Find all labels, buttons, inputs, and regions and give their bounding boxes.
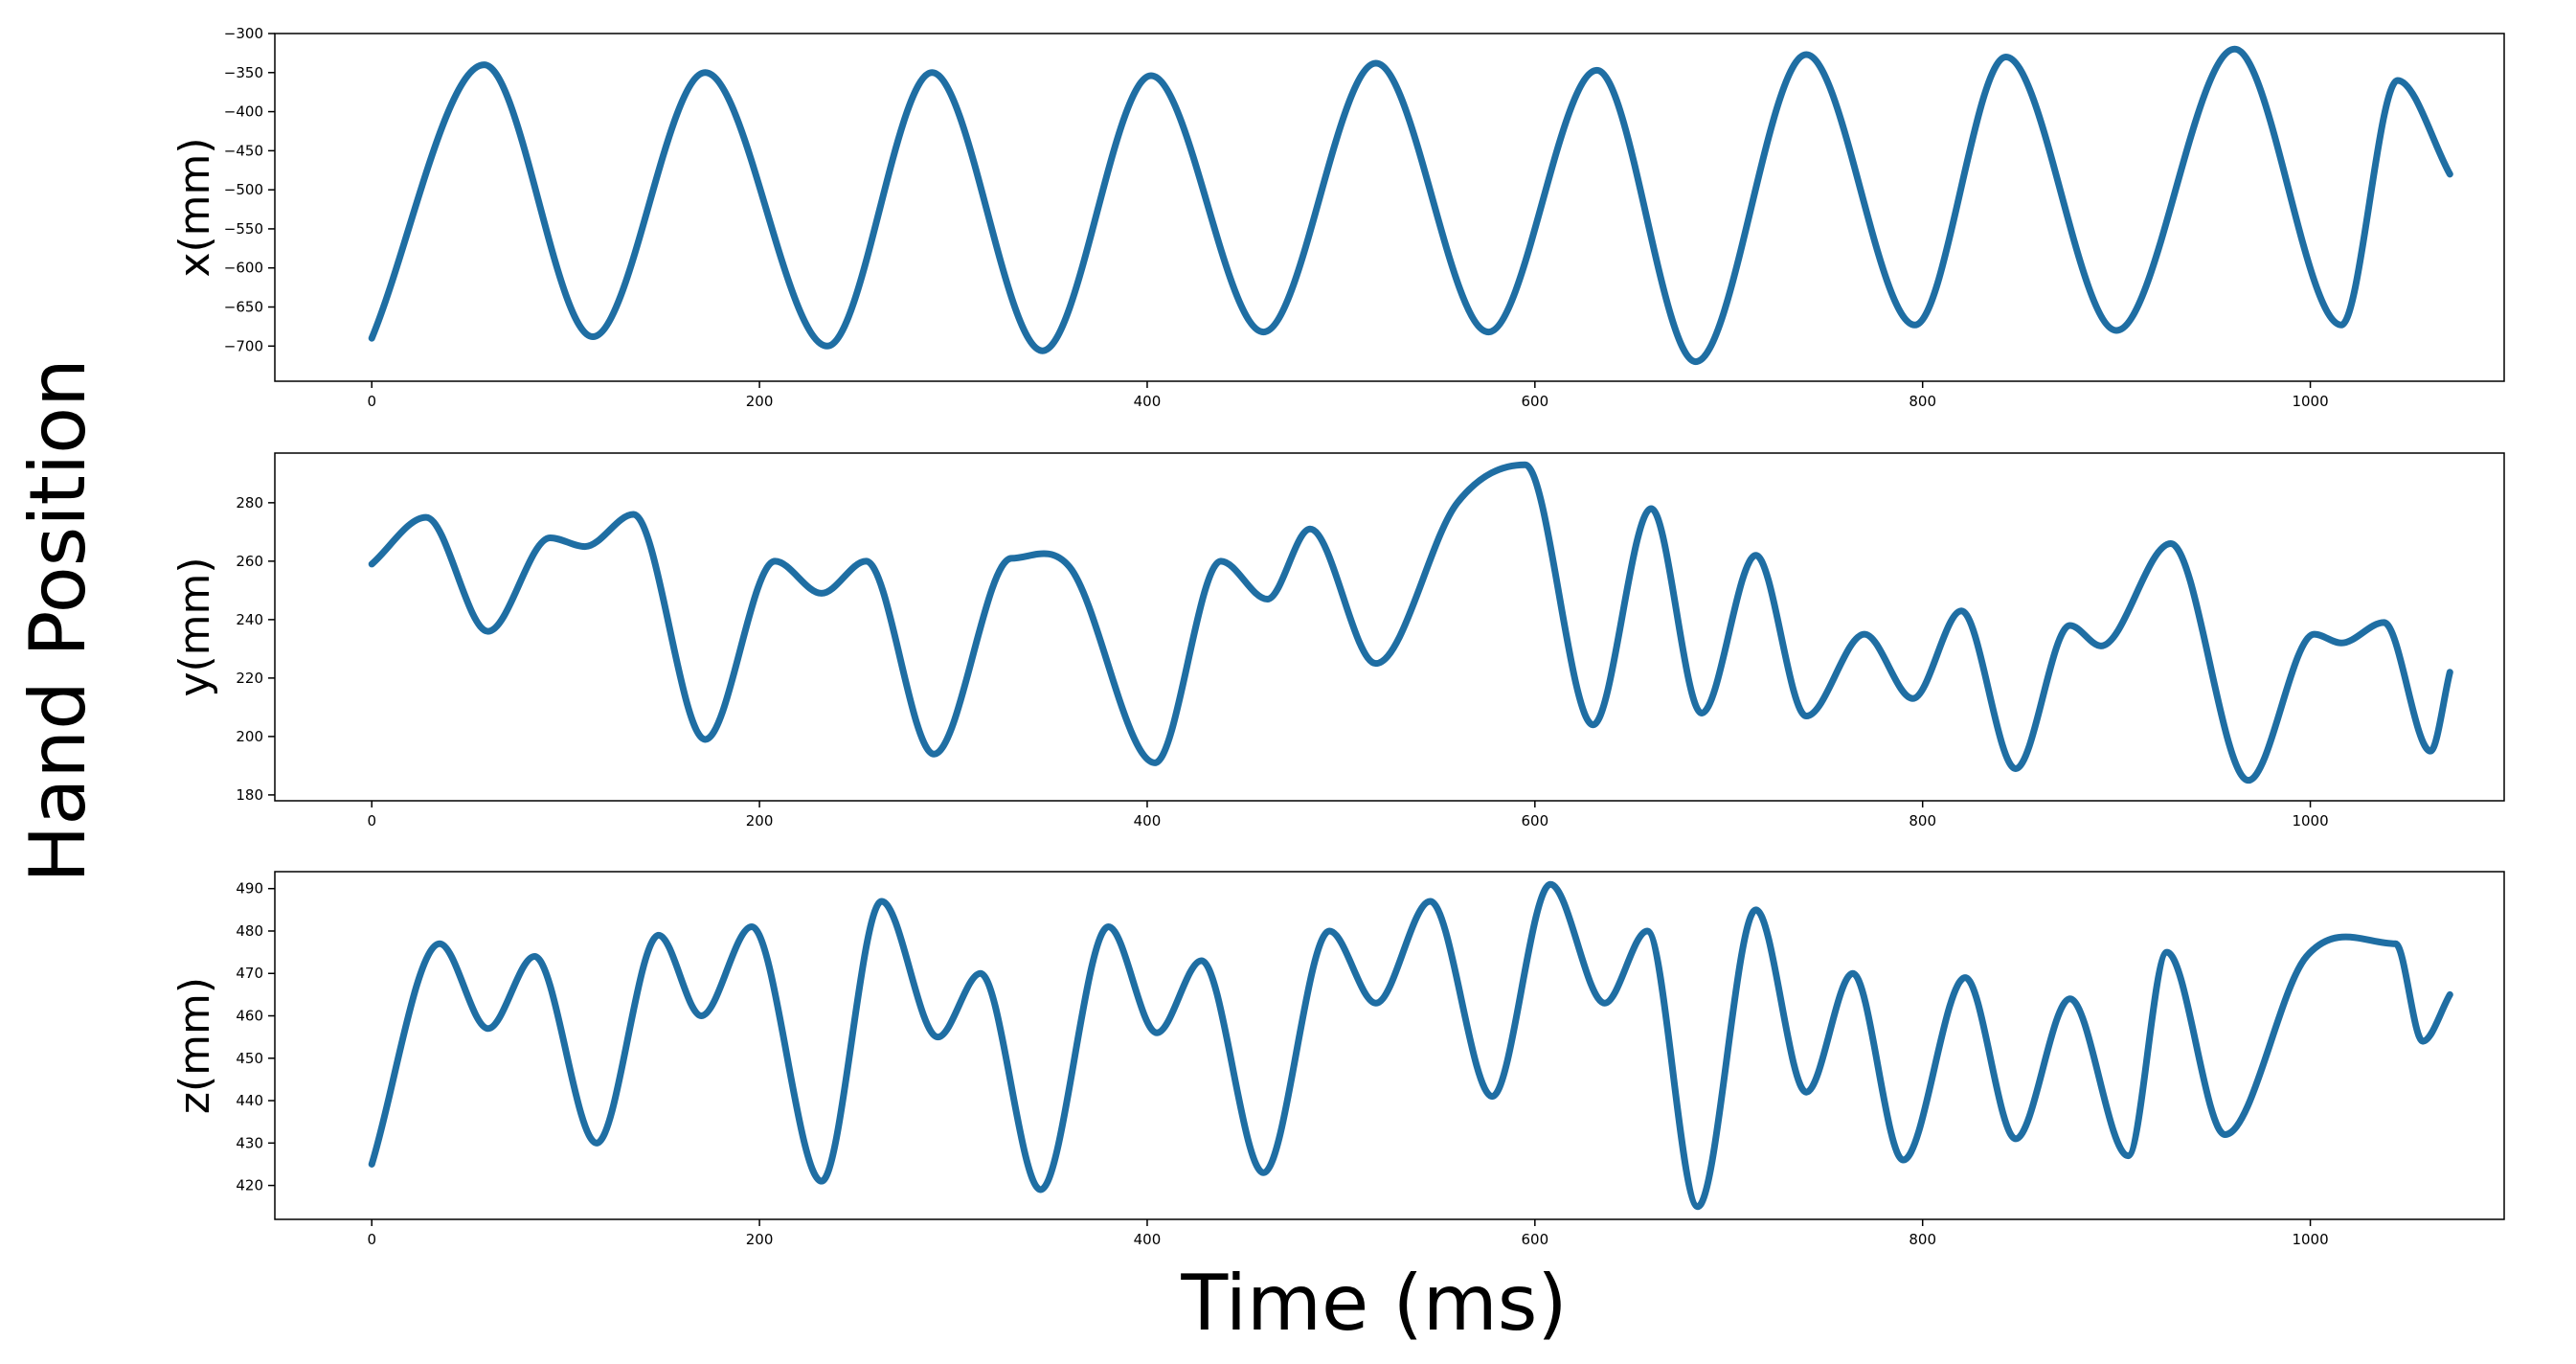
x-axis-label: x(mm) [170, 137, 219, 277]
z-xtick-label: 0 [367, 1231, 376, 1248]
x-xtick-label: 0 [367, 393, 376, 410]
x-series-line [368, 45, 2453, 366]
figure-x-label: Time (ms) [1180, 1259, 1567, 1348]
y-axes-frame [274, 452, 2505, 802]
x-ytick-label: −700 [224, 337, 263, 354]
z-ytick-label: 480 [236, 922, 263, 940]
y-subplot: 0 200 400 600 800 1000 180 200 220 240 260 280 y(mm) [170, 452, 2505, 830]
x-axes-frame [274, 33, 2505, 382]
y-ytick-label: 180 [236, 786, 263, 804]
z-xtick-label: 400 [1134, 1231, 1162, 1248]
y-ytick-label: 200 [236, 728, 263, 745]
x-ytick-label: −600 [224, 260, 263, 277]
x-ytick-label: −300 [224, 25, 263, 42]
y-xtick-label: 200 [746, 812, 774, 830]
y-xtick-label: 400 [1134, 812, 1162, 830]
x-ytick-label: −450 [224, 142, 263, 159]
z-xtick-label: 800 [1909, 1231, 1936, 1248]
x-ytick-label: −650 [224, 299, 263, 316]
y-xtick-label: 1000 [2292, 812, 2328, 830]
y-axis-label: y(mm) [170, 557, 219, 696]
y-ytick-label: 260 [236, 553, 263, 570]
z-subplot: 0 200 400 600 800 1000 420 430 440 450 460 470 480 49… [170, 871, 2505, 1248]
y-ytick-label: 220 [236, 670, 263, 687]
y-xtick-label: 0 [367, 812, 376, 830]
z-axes-frame [274, 871, 2505, 1220]
figure-y-label: Hand Position [13, 358, 102, 883]
z-xtick-label: 200 [746, 1231, 774, 1248]
x-subplot: 0 200 400 600 800 1000 −700 −650 −600 −550 −500 −45… [170, 25, 2505, 410]
z-ytick-label: 440 [236, 1092, 263, 1109]
subplots-group: 0 200 400 600 800 1000 −700 −650 −600 −550 −500 −45… [170, 25, 2505, 1248]
x-xtick-label: 200 [746, 393, 774, 410]
z-ytick-label: 420 [236, 1177, 263, 1194]
x-xtick-label: 400 [1134, 393, 1162, 410]
z-xtick-label: 1000 [2292, 1231, 2328, 1248]
x-xtick-label: 600 [1522, 393, 1549, 410]
y-ytick-label: 280 [236, 494, 263, 512]
x-ytick-label: −500 [224, 181, 263, 198]
z-ytick-label: 470 [236, 965, 263, 982]
z-xtick-label: 600 [1522, 1231, 1549, 1248]
x-xtick-label: 1000 [2292, 393, 2328, 410]
y-xtick-label: 600 [1522, 812, 1549, 830]
x-ytick-label: −400 [224, 103, 263, 121]
z-series-line [368, 880, 2453, 1211]
z-ytick-label: 430 [236, 1134, 263, 1151]
y-xtick-label: 800 [1909, 812, 1936, 830]
y-ytick-label: 240 [236, 611, 263, 628]
x-xtick-label: 800 [1909, 393, 1936, 410]
y-series-line [368, 461, 2453, 784]
z-ytick-label: 450 [236, 1050, 263, 1067]
z-ytick-label: 490 [236, 880, 263, 898]
z-axis-label: z(mm) [170, 977, 219, 1114]
z-ytick-label: 460 [236, 1008, 263, 1025]
x-ytick-label: −350 [224, 64, 263, 81]
x-ytick-label: −550 [224, 220, 263, 238]
